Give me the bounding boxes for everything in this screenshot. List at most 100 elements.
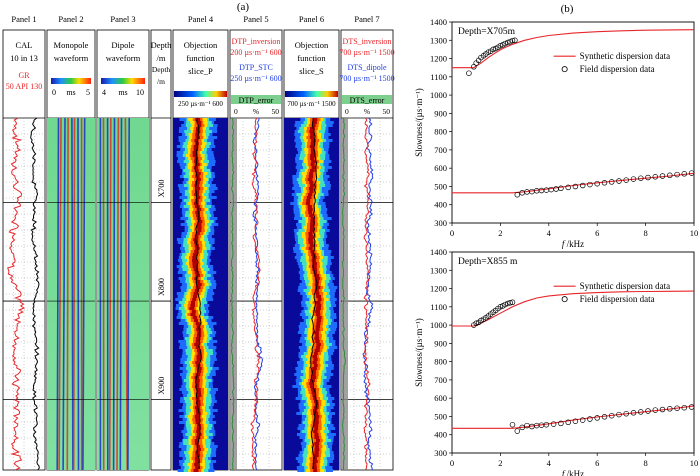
y-tick-label: 1100 <box>430 72 447 82</box>
objection-slice-band <box>308 187 314 190</box>
field-dispersion-point <box>543 421 550 428</box>
objection-slice-band <box>194 163 200 166</box>
objection-slice-band <box>192 298 197 301</box>
x-tick-label: 4 <box>547 228 552 238</box>
objection-slice-band <box>316 319 322 322</box>
synthetic-dispersion-line <box>452 29 695 69</box>
objection-slice-band <box>309 244 314 247</box>
field-dispersion-point <box>565 419 571 426</box>
field-dispersion-point <box>490 46 496 53</box>
objection-slice-band <box>195 322 200 325</box>
field-dispersion-point <box>466 70 472 76</box>
panel-header-blue-text: DTP_STC <box>239 63 273 72</box>
panel-header-red-text: DTP_inversion <box>232 37 281 46</box>
waveform-band <box>116 117 120 471</box>
field-dispersion-point <box>681 171 688 177</box>
inversion-curve <box>250 117 261 471</box>
objection-slice-band <box>196 358 201 361</box>
error-band <box>342 95 392 104</box>
waveform-band <box>58 117 62 471</box>
objection-slice-band <box>310 217 315 220</box>
objection-slice-band <box>314 418 319 421</box>
objection-slice-band <box>196 448 201 451</box>
objection-slice-band <box>310 226 314 229</box>
objection-slice-band <box>192 151 198 154</box>
stc-curve <box>252 118 264 471</box>
objection-slice-band <box>195 460 200 463</box>
objection-slice-band <box>317 298 322 301</box>
y-tick-label: 1300 <box>430 265 447 275</box>
depth-annotation: Depth=X705m <box>458 27 516 37</box>
objection-slice-band <box>195 337 201 340</box>
objection-slice-band <box>314 445 319 448</box>
field-dispersion-point <box>608 179 615 185</box>
y-tick-label: 300 <box>434 448 447 458</box>
panel-header-blue-text: DTS_dipole <box>347 63 387 72</box>
objection-slice-band <box>195 346 200 349</box>
objection-slice-band <box>195 286 201 289</box>
objection-slice-band <box>312 361 317 364</box>
field-dispersion-point <box>659 173 666 179</box>
objection-slice-band <box>313 271 318 274</box>
field-dispersion-point <box>623 410 629 417</box>
objection-slice-band <box>194 457 200 460</box>
objection-slice-band <box>196 121 202 124</box>
panel-title: Panel 4 <box>188 14 214 24</box>
objection-slice-band <box>316 316 322 319</box>
panel-title: Panel 6 <box>299 14 324 24</box>
objection-slice-band <box>308 175 314 178</box>
field-dispersion-point <box>638 409 644 415</box>
objection-slice-band <box>313 457 317 460</box>
objection-slice-band <box>196 325 201 328</box>
scale-unit: ms <box>66 88 75 97</box>
objection-slice-band <box>197 349 202 352</box>
objection-slice-band <box>311 376 317 379</box>
depth-tick-label: X900 <box>157 377 166 395</box>
objection-slice-band <box>314 274 320 277</box>
waveform-band <box>119 117 123 471</box>
y-axis-label: Slowness/(µs·m⁻¹) <box>414 88 424 157</box>
waveform-band <box>127 117 130 471</box>
field-dispersion-point <box>558 420 564 427</box>
objection-slice-band <box>192 256 196 259</box>
log-figure-label: (a) <box>237 1 250 13</box>
objection-slice-band <box>312 355 318 358</box>
x-axis-label: f /kHz <box>562 469 584 476</box>
field-dispersion-point <box>497 304 504 310</box>
objection-slice-band <box>193 166 199 169</box>
synthetic-dispersion-line <box>452 290 695 327</box>
objection-slice-band <box>195 196 201 199</box>
field-dispersion-point <box>579 417 586 423</box>
panel-title: Panel 5 <box>243 14 268 24</box>
objection-slice-band <box>195 385 200 388</box>
y-axis-label: Slowness/(µs·m⁻¹) <box>414 318 424 387</box>
objection-slice-band <box>196 391 201 394</box>
field-dispersion-point <box>674 171 680 178</box>
objection-slice-band <box>310 163 315 166</box>
objection-slice-band <box>196 400 201 403</box>
objection-slice-band <box>315 310 320 313</box>
y-tick-label: 800 <box>434 357 447 367</box>
error-band <box>231 95 281 104</box>
band-scale-max: 50 <box>272 107 280 116</box>
objection-slice-band <box>194 235 199 238</box>
field-dispersion-point <box>681 404 688 411</box>
panel-header-text: function <box>297 53 326 63</box>
objection-slice-band <box>189 307 195 310</box>
waveform-band <box>72 117 76 471</box>
objection-slice-band <box>315 301 321 304</box>
objection-slice-band <box>194 343 199 346</box>
field-dispersion-point <box>623 177 629 183</box>
depth-unit: /m <box>157 77 165 86</box>
depth-label: Depth <box>152 65 171 74</box>
waveform-band <box>112 117 116 471</box>
objection-slice-band <box>310 223 315 226</box>
legend-label-field: Field dispersion data <box>580 294 655 304</box>
objection-slice-band <box>314 433 319 436</box>
field-dispersion-point <box>645 408 651 414</box>
objection-slice-band <box>308 238 313 241</box>
objection-slice-band <box>314 421 319 424</box>
objection-slice-band <box>191 301 195 304</box>
